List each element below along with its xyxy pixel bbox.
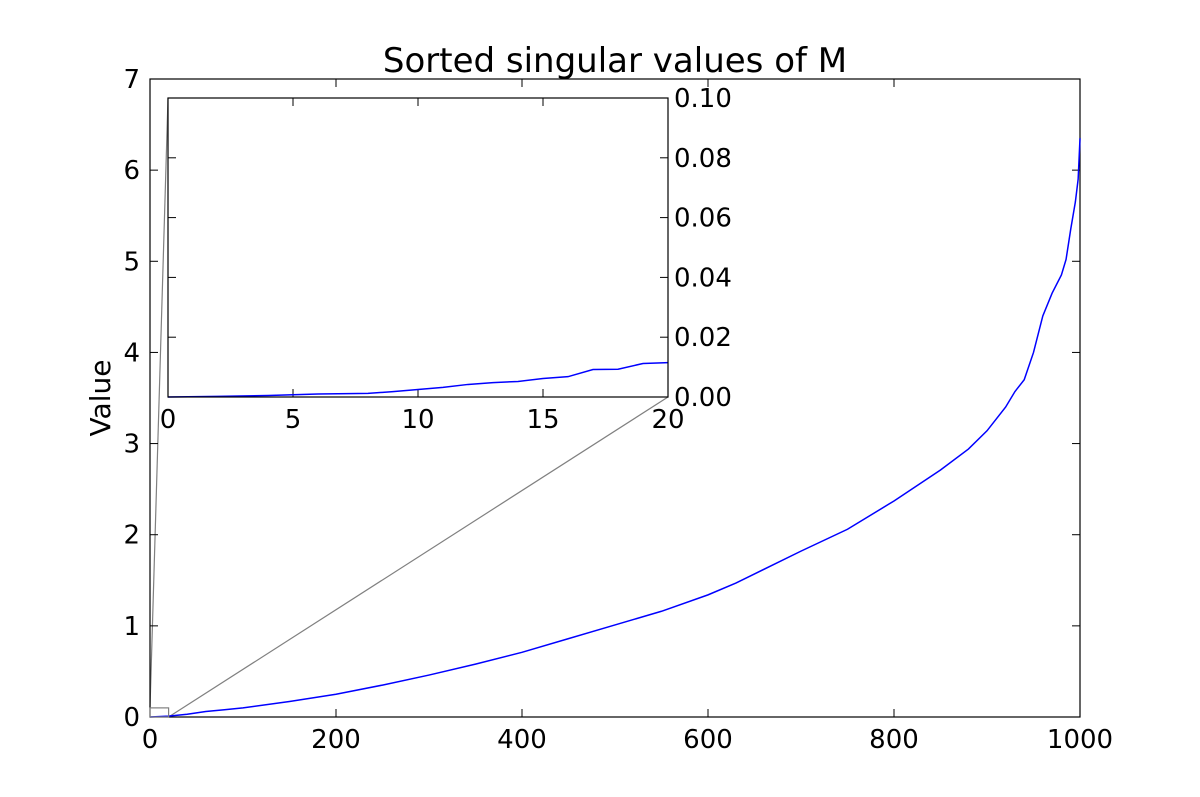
main-ticks	[149, 78, 1081, 718]
inset-plot-background	[168, 98, 668, 397]
main-y-tick-label: 0	[123, 703, 140, 733]
y-axis-label: Value	[84, 360, 117, 437]
main-y-tick-label: 4	[123, 338, 140, 368]
main-y-tick-label: 5	[123, 247, 140, 277]
main-plot-frame	[149, 78, 1081, 718]
main-x-tick-label: 0	[142, 725, 159, 755]
main-y-tick-labels: 0 1 2 3 4 5 6 7	[123, 65, 140, 733]
inset-x-tick-label: 15	[526, 405, 559, 435]
main-x-tick-label: 200	[311, 725, 361, 755]
main-y-tick-label: 7	[123, 65, 140, 95]
inset-y-tick-label: 0.10	[674, 84, 732, 114]
inset-series-line	[167, 361, 669, 398]
main-series-line	[149, 138, 1081, 718]
inset-x-tick-label: 5	[285, 405, 302, 435]
inset-y-tick-label: 0.00	[674, 383, 732, 413]
zoom-connector-lines	[149, 97, 669, 718]
inset-plot-frame	[167, 97, 669, 398]
chart-title: Sorted singular values of M	[383, 41, 847, 81]
inset-x-tick-label: 0	[160, 405, 177, 435]
main-x-tick-label: 800	[869, 725, 919, 755]
inset-x-tick-labels: 0 5 10 15 20	[160, 405, 685, 435]
inset-y-tick-label: 0.06	[674, 204, 732, 234]
main-x-tick-labels: 0 200 400 600 800 1000	[142, 725, 1113, 755]
inset-y-tick-label: 0.02	[674, 323, 732, 353]
main-y-tick-label: 1	[123, 612, 140, 642]
inset-y-tick-label: 0.08	[674, 144, 732, 174]
main-y-tick-label: 2	[123, 521, 140, 551]
main-x-tick-label: 400	[497, 725, 547, 755]
inset-x-tick-label: 20	[651, 405, 684, 435]
zoom-connector-right	[168, 396, 669, 718]
main-x-tick-label: 1000	[1047, 725, 1113, 755]
main-y-tick-label: 3	[123, 430, 140, 460]
main-x-tick-label: 600	[683, 725, 733, 755]
inset-y-tick-label: 0.04	[674, 263, 732, 293]
inset-x-tick-label: 10	[401, 405, 434, 435]
zoom-connector-left	[149, 97, 169, 708]
main-y-tick-label: 6	[123, 156, 140, 186]
inset-y-tick-labels: 0.00 0.02 0.04 0.06 0.08 0.10	[674, 84, 732, 413]
inset-plot-area: 0 5 10 15 20 0.00 0.02 0.04 0.06 0.08 0.10	[160, 84, 732, 435]
zoom-region-box	[149, 707, 170, 718]
